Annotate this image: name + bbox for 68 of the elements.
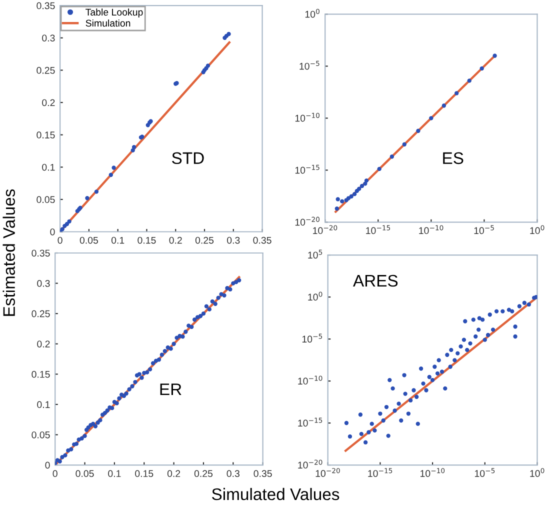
x-tick-label: 0.25	[195, 236, 214, 244]
y-tick-label: 10$^{0}$	[308, 292, 322, 301]
y-tick-label: 0.15	[32, 370, 50, 378]
annotation: ARES	[353, 274, 398, 287]
annotation: ES	[443, 152, 464, 164]
x-tick-label: 10$^{−10}$	[419, 225, 444, 234]
y-tick-label: 0.35	[36, 2, 55, 10]
x-tick-label: 0.35	[253, 236, 272, 244]
x-tick-label: 0	[58, 236, 62, 244]
x-tick-label: 0.2	[169, 236, 182, 244]
y-tick-label: 0.1	[37, 401, 50, 408]
x-tick-label: 10$^{−5}$	[474, 468, 495, 477]
annotation: ER	[160, 384, 182, 396]
annotation: STD	[172, 152, 204, 164]
y-tick-label: 0.05	[36, 196, 55, 204]
x-tick-label: 10$^{0}$	[530, 225, 544, 234]
x-tick-label: 10$^{−10}$	[420, 468, 445, 477]
y-tick-label: 0.25	[36, 66, 55, 74]
y-tick-label: 0.2	[37, 340, 50, 348]
y-tick-label: 0.3	[42, 34, 55, 42]
point	[94, 190, 99, 194]
x-tick-label: 10$^{−15}$	[368, 468, 392, 477]
point	[132, 145, 136, 150]
y-tick-label: 10$^{−10}$	[295, 112, 320, 122]
point	[67, 219, 72, 224]
x-tick-label: 0.35	[254, 470, 272, 478]
y-tick-label: 10$^{−5}$	[300, 60, 320, 70]
x-tick-label: 10$^{−5}$	[474, 225, 494, 234]
y-tick-label: 10$^{−15}$	[295, 164, 320, 174]
x-tick-label: 0.25	[194, 470, 213, 478]
y-tick-label: 0.2	[42, 99, 55, 106]
point	[226, 32, 231, 36]
legend-label: Simulation	[86, 19, 130, 27]
y-axis-title: Estimated Values	[2, 189, 15, 316]
x-tick-label: 0.3	[227, 236, 240, 244]
y-tick-label: 0.05	[32, 431, 50, 438]
x-tick-label: 0.15	[138, 236, 156, 244]
x-tick-label: 10$^{0}$	[530, 468, 544, 477]
y-tick-label: 10$^{−15}$	[298, 418, 322, 427]
y-tick-label: 10$^{−5}$	[302, 334, 322, 343]
point	[60, 227, 64, 232]
x-tick-label: 0.05	[80, 236, 98, 244]
y-tick-label: 10$^{−10}$	[298, 376, 322, 385]
legend-label: Table Lookup	[86, 8, 143, 18]
x-tick-label: 10$^{−20}$	[316, 468, 340, 477]
x-tick-label: 0.1	[111, 236, 124, 244]
x-tick-label: 0.15	[135, 470, 154, 478]
y-tick-label: 0.1	[42, 164, 55, 171]
x-tick-label: 0.3	[226, 470, 240, 478]
x-tick-label: 0.05	[76, 470, 94, 478]
y-tick-label: 0.15	[36, 132, 55, 138]
x-tick-label: 10$^{−15}$	[366, 225, 390, 234]
x-tick-label: 0.2	[167, 470, 180, 478]
y-tick-label: 0	[45, 462, 50, 469]
point	[112, 166, 116, 170]
y-tick-label: 10$^{−20}$	[298, 460, 322, 469]
y-tick-label: 0.35	[32, 250, 50, 257]
y-tick-label: 10$^{−20}$	[295, 216, 320, 226]
x-axis-title: Simulated Values	[212, 488, 340, 500]
point	[108, 172, 113, 177]
point	[206, 64, 210, 68]
y-tick-label: 0.3	[37, 280, 50, 287]
y-tick-label: 10$^{5}$	[308, 250, 322, 259]
y-tick-label: 0.25	[32, 310, 50, 318]
point	[130, 148, 135, 152]
point	[85, 196, 90, 200]
y-tick-label: 10$^{0}$	[305, 8, 320, 18]
x-tick-label: 0.1	[108, 470, 121, 478]
